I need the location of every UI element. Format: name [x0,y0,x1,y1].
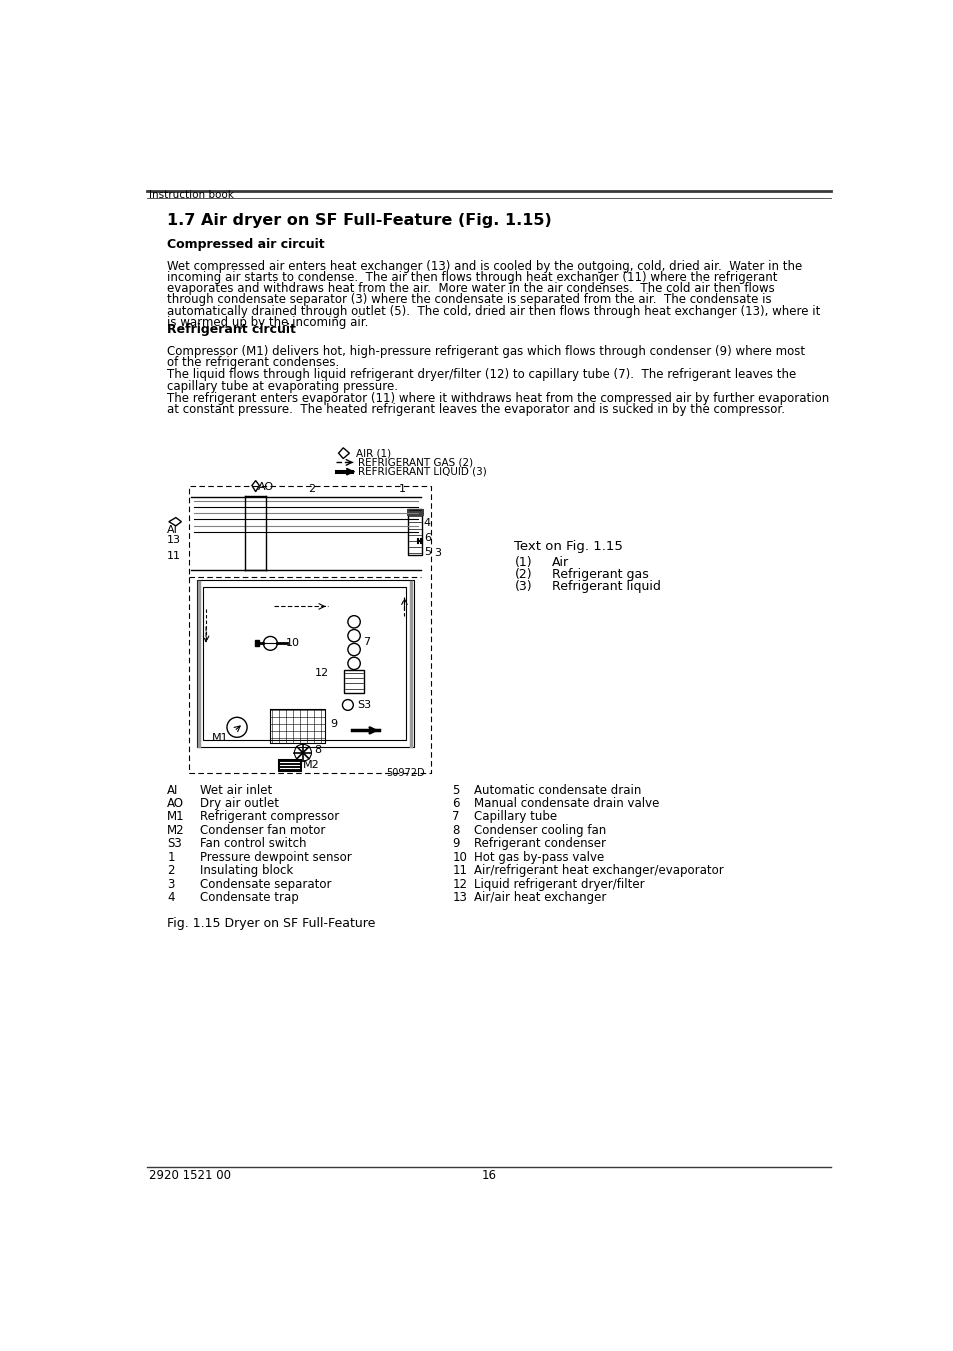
Text: AO: AO [257,482,274,492]
Text: REFRIGERANT LIQUID (3): REFRIGERANT LIQUID (3) [357,466,486,477]
Text: 2920 1521 00: 2920 1521 00 [149,1169,231,1182]
Text: Condensate trap: Condensate trap [199,892,298,904]
Text: 5: 5 [423,547,431,557]
Text: 11: 11 [167,551,181,562]
Text: Dry air outlet: Dry air outlet [199,797,278,811]
Text: Pressure dewpoint sensor: Pressure dewpoint sensor [199,851,352,863]
Bar [203,588,406,739]
Text: Air/refrigerant heat exchanger/evaporator: Air/refrigerant heat exchanger/evaporato… [474,865,723,877]
Text: 1: 1 [167,851,174,863]
Text: Condenser cooling fan: Condenser cooling fan [474,824,606,838]
Text: The liquid flows through liquid refrigerant dryer/filter (12) to capillary tube : The liquid flows through liquid refriger… [167,369,796,381]
Text: M2: M2 [303,761,319,770]
Text: Wet compressed air enters heat exchanger (13) and is cooled by the outgoing, col: Wet compressed air enters heat exchanger… [167,259,801,273]
Text: 2: 2 [308,484,314,493]
Text: at constant pressure.  The heated refrigerant leaves the evaporator and is sucke: at constant pressure. The heated refrige… [167,403,784,416]
Text: Text on Fig. 1.15: Text on Fig. 1.15 [514,540,622,553]
Text: 13: 13 [167,535,181,546]
Text: S3: S3 [167,838,182,850]
Text: is warmed up by the incoming air.: is warmed up by the incoming air. [167,316,368,328]
Text: 3: 3 [434,549,440,558]
Circle shape [342,700,353,711]
Text: 12: 12 [314,669,328,678]
Text: (1): (1) [514,555,532,569]
Text: Air/air heat exchanger: Air/air heat exchanger [474,892,606,904]
Bar [406,508,423,516]
Text: S3: S3 [356,700,371,711]
Text: Insulating block: Insulating block [199,865,293,877]
Text: capillary tube at evaporating pressure.: capillary tube at evaporating pressure. [167,380,398,393]
Text: of the refrigerant condenses.: of the refrigerant condenses. [167,355,339,369]
Text: 50972D: 50972D [386,767,425,778]
Text: AO: AO [167,797,184,811]
Text: Liquid refrigerant dryer/filter: Liquid refrigerant dryer/filter [474,878,644,890]
Text: Refrigerant compressor: Refrigerant compressor [199,811,338,824]
Circle shape [263,636,277,650]
Text: AI: AI [167,526,178,535]
Text: 10: 10 [452,851,467,863]
Text: 7: 7 [363,636,370,647]
Text: 8: 8 [314,744,321,755]
Text: Refrigerant liquid: Refrigerant liquid [551,580,659,593]
Text: The refrigerant enters evaporator (11) where it withdraws heat from the compress: The refrigerant enters evaporator (11) w… [167,392,829,404]
Text: 4: 4 [167,892,174,904]
Text: evaporates and withdraws heat from the air.  More water in the air condenses.  T: evaporates and withdraws heat from the a… [167,282,774,296]
Text: Condenser fan motor: Condenser fan motor [199,824,325,838]
Text: M2: M2 [167,824,185,838]
Text: Hot gas by-pass valve: Hot gas by-pass valve [474,851,604,863]
Text: M1: M1 [167,811,185,824]
Text: 6: 6 [423,532,431,543]
Text: 7: 7 [452,811,459,824]
Text: Fig. 1.15 Dryer on SF Full-Feature: Fig. 1.15 Dryer on SF Full-Feature [167,917,375,929]
Text: Condensate separator: Condensate separator [199,878,331,890]
Text: (3): (3) [514,580,532,593]
Text: M1: M1 [212,734,228,743]
Text: 10: 10 [286,639,299,648]
Text: Compressed air circuit: Compressed air circuit [167,238,325,251]
Bar [278,759,300,771]
Text: Refrigerant circuit: Refrigerant circuit [167,323,295,336]
Text: incoming air starts to condense.  The air then flows through heat exchanger (11): incoming air starts to condense. The air… [167,272,777,284]
Text: 8: 8 [452,824,459,838]
Text: 9: 9 [330,719,336,730]
Text: 1: 1 [398,484,405,493]
Text: (2): (2) [514,567,532,581]
Text: 11: 11 [452,865,467,877]
Bar [189,486,431,773]
Text: automatically drained through outlet (5).  The cold, dried air then flows throug: automatically drained through outlet (5)… [167,304,820,317]
Text: Automatic condensate drain: Automatic condensate drain [474,784,641,797]
Text: 3: 3 [167,878,174,890]
Text: 4: 4 [423,517,431,527]
Text: Fan control switch: Fan control switch [199,838,306,850]
Text: Compressor (M1) delivers hot, high-pressure refrigerant gas which flows through : Compressor (M1) delivers hot, high-press… [167,345,804,358]
Text: 9: 9 [452,838,459,850]
Text: 1.7 Air dryer on SF Full-Feature (Fig. 1.15): 1.7 Air dryer on SF Full-Feature (Fig. 1… [167,213,552,228]
Text: 2: 2 [167,865,174,877]
Text: 6: 6 [452,797,459,811]
Bar [254,640,258,646]
Bar [408,508,422,555]
Text: through condensate separator (3) where the condensate is separated from the air.: through condensate separator (3) where t… [167,293,771,307]
Text: AI: AI [167,784,178,797]
Text: 16: 16 [481,1169,496,1182]
Text: 5: 5 [452,784,459,797]
Text: 12: 12 [452,878,467,890]
Text: Refrigerant gas: Refrigerant gas [551,567,648,581]
Text: REFRIGERANT GAS (2): REFRIGERANT GAS (2) [357,458,473,467]
Text: 13: 13 [452,892,467,904]
Text: Wet air inlet: Wet air inlet [199,784,272,797]
Text: Air: Air [551,555,568,569]
Bar [196,580,414,747]
Text: Capillary tube: Capillary tube [474,811,557,824]
Text: Refrigerant condenser: Refrigerant condenser [474,838,605,850]
Text: Instruction book: Instruction book [149,190,233,200]
Circle shape [227,717,247,738]
Text: AIR (1): AIR (1) [355,449,391,458]
Bar [344,670,364,693]
Text: Manual condensate drain valve: Manual condensate drain valve [474,797,659,811]
